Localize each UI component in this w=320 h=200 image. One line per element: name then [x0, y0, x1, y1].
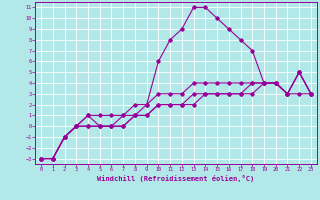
X-axis label: Windchill (Refroidissement éolien,°C): Windchill (Refroidissement éolien,°C)	[97, 175, 255, 182]
